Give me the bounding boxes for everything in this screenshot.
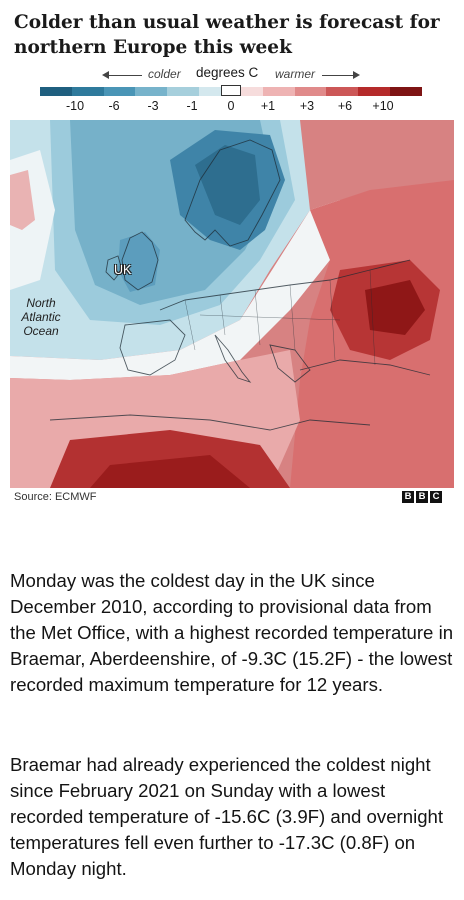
legend-tick: +6 <box>337 99 353 113</box>
bbc-logo: B B C <box>402 491 442 503</box>
coastlines <box>49 139 431 431</box>
legend-color-swatch <box>294 87 327 96</box>
legend-color-swatch <box>230 87 263 96</box>
balkan-coast <box>269 344 311 383</box>
legend-tick: -1 <box>186 99 198 113</box>
legend-ticks: -10 -6 -3 -1 0 +1 +3 +6 +10 <box>0 99 464 117</box>
legend-tick: 0 <box>227 99 235 113</box>
legend-color-swatch <box>199 87 231 96</box>
logo-letter: B <box>402 491 414 503</box>
scandinavia-coast <box>184 139 281 247</box>
warmer-label: warmer <box>275 67 316 81</box>
scandinavia-deep-cold <box>195 145 260 225</box>
great-britain-coast <box>121 231 159 291</box>
article-paragraph: Monday was the coldest day in the UK sin… <box>10 570 454 695</box>
warmer-arrow-line <box>322 75 354 76</box>
legend-color-swatch <box>135 87 168 96</box>
iberia-coast <box>119 319 186 376</box>
uk-cold <box>118 232 160 292</box>
legend-tick: +3 <box>299 99 315 113</box>
ireland-coast <box>105 255 123 281</box>
very-hot-zone <box>365 280 425 335</box>
legend-heading: colder degrees C warmer <box>0 65 464 85</box>
legend-zero-swatch <box>221 85 241 96</box>
italy-coast <box>214 334 252 383</box>
legend-tick: -3 <box>147 99 159 113</box>
ocean-label: North Atlantic Ocean <box>21 296 61 338</box>
map-svg <box>10 120 454 488</box>
article-paragraph: Braemar had already experienced the cold… <box>10 754 444 879</box>
legend-tick: -10 <box>65 99 85 113</box>
legend-color-swatch <box>40 87 72 96</box>
legend-color-swatch <box>390 87 422 96</box>
chart-title: Colder than usual weather is forecast fo… <box>14 12 440 58</box>
legend-color-swatch <box>167 87 200 96</box>
legend-color-swatch <box>262 87 295 96</box>
source-caption: Source: ECMWF <box>14 491 97 503</box>
north-africa-very-hot <box>90 455 250 488</box>
colder-label: colder <box>148 67 181 81</box>
logo-letter: B <box>416 491 428 503</box>
neutral-band <box>10 200 340 380</box>
legend-color-scale <box>40 87 422 96</box>
legend-tick: +10 <box>372 99 394 113</box>
legend-tick: +1 <box>260 99 276 113</box>
legend-color-swatch <box>71 87 104 96</box>
africa-coast <box>49 414 371 431</box>
legend-color-swatch <box>103 87 136 96</box>
north-coast-europe <box>159 259 411 311</box>
logo-letter: C <box>430 491 442 503</box>
legend-color-swatch <box>326 87 359 96</box>
arrow-left-icon <box>102 71 109 79</box>
legend-tick: -6 <box>108 99 120 113</box>
borders <box>184 269 376 366</box>
black-sea-turkey-coast <box>299 359 431 376</box>
west-warm-patch <box>10 170 35 230</box>
arrow-right-icon <box>353 71 360 79</box>
legend-unit-label: degrees C <box>196 65 259 80</box>
uk-label: UK <box>114 263 132 277</box>
temperature-anomaly-map: UK North Atlantic Ocean <box>10 120 454 488</box>
colder-arrow-line <box>108 75 142 76</box>
legend-color-swatch <box>358 87 391 96</box>
